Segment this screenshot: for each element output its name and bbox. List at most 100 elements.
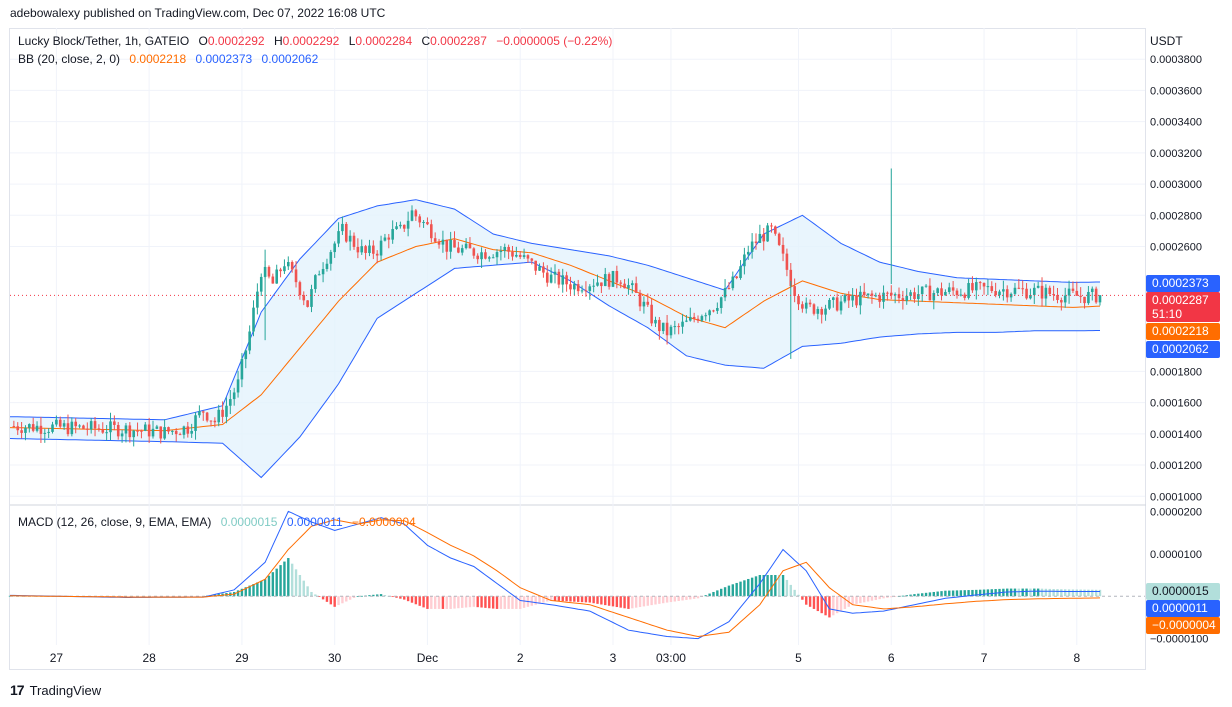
macd-hist-bar	[712, 591, 715, 597]
macd-hist-bar	[808, 596, 812, 607]
macd-hist-bar	[963, 590, 966, 597]
candle-body	[797, 295, 800, 305]
candle-body	[387, 237, 391, 240]
macd-hist-bar	[569, 596, 572, 602]
candle-body	[971, 283, 974, 291]
macd-hist-bar	[418, 596, 421, 606]
change-value: −0.0000005 (−0.22%)	[496, 34, 613, 48]
macd-hist-bar	[986, 589, 990, 597]
candle-body	[843, 295, 847, 302]
macd-hist-bar	[762, 575, 765, 597]
candle-body	[159, 426, 163, 439]
candle-body	[74, 421, 78, 427]
bb-upper-value: 0.0002373	[195, 52, 253, 66]
bar-countdown: 51:10	[1152, 307, 1183, 321]
candle-body	[460, 248, 464, 253]
candle-body	[785, 253, 789, 270]
candle-body	[967, 283, 970, 298]
macd-hist-bar	[488, 596, 491, 609]
macd-hist-bar	[932, 591, 935, 597]
candle-body	[1063, 295, 1067, 303]
macd-hist-bar	[236, 590, 240, 597]
bb-lower-tag: 0.0002062	[1146, 341, 1220, 358]
candle-body	[190, 430, 193, 434]
candle-body	[549, 274, 553, 283]
candle-body	[928, 285, 932, 301]
bb-basis-tag: 0.0002218	[1146, 323, 1220, 340]
macd-hist-bar	[619, 596, 622, 608]
candle-body	[360, 246, 364, 253]
candle-body	[990, 286, 994, 292]
macd-hist-bar	[704, 595, 707, 597]
macd-signal-line	[10, 519, 1101, 638]
macd-hist-bar	[341, 596, 344, 604]
candle-body	[719, 297, 723, 308]
macd-hist-bar	[263, 579, 267, 597]
time-tick-label: 03:00	[656, 651, 686, 665]
candle-body	[495, 252, 499, 258]
candle-body	[975, 282, 978, 291]
candle-body	[310, 289, 313, 307]
candle-body	[256, 291, 259, 308]
price-tick-label: 0.0002800	[1150, 210, 1202, 222]
chart-frame[interactable]	[9, 28, 1146, 670]
macd-hist-bar	[491, 596, 495, 609]
candle-body	[634, 283, 638, 293]
candle-body	[244, 350, 248, 360]
macd-hist-bar	[1091, 589, 1094, 597]
macd-hist-bar	[870, 596, 874, 601]
candle-body	[31, 424, 35, 431]
macd-hist-bar	[283, 561, 286, 597]
candle-body	[619, 282, 623, 284]
candle-body	[341, 223, 344, 232]
candle-body	[859, 291, 862, 306]
macd-hist-bar	[445, 596, 448, 609]
candle-body	[1090, 288, 1094, 292]
macd-hist-bar	[592, 596, 595, 604]
candle-body	[120, 433, 124, 437]
macd-hist-bar	[294, 569, 298, 597]
candle-body	[12, 426, 16, 428]
candle-body	[178, 434, 182, 436]
candle-body	[201, 411, 205, 413]
macd-hist-bar	[472, 596, 476, 607]
candle-body	[286, 262, 290, 267]
macd-hist-bar	[553, 596, 557, 601]
candle-body	[774, 226, 777, 234]
footer-brand[interactable]: 17 TradingView	[10, 682, 101, 698]
time-tick-label: 7	[981, 651, 988, 665]
candle-body	[298, 282, 302, 296]
candle-body	[978, 282, 982, 284]
macd-hist-bar	[924, 592, 928, 597]
candle-body	[986, 286, 990, 288]
candle-body	[433, 238, 437, 242]
candle-body	[603, 274, 607, 287]
candle-body	[685, 320, 688, 322]
candle-body	[329, 252, 333, 264]
candle-body	[163, 427, 166, 439]
macd-hist-bar	[1064, 589, 1067, 597]
candle-body	[140, 430, 143, 432]
price-tick-label: 0.0001800	[1150, 366, 1202, 378]
macd-hist-bar	[1017, 588, 1021, 597]
time-tick-label: 3	[610, 651, 617, 665]
candle-body	[51, 424, 54, 432]
macd-hist-bar	[321, 596, 325, 600]
macd-hist-bar	[538, 596, 541, 604]
macd-hist-bar	[580, 596, 584, 603]
candle-body	[82, 425, 85, 429]
macd-hist-bar	[557, 596, 561, 601]
candle-body	[16, 426, 20, 431]
candle-body	[515, 254, 518, 257]
candle-body	[936, 288, 939, 294]
macd-hist-bar	[835, 596, 839, 614]
macd-hist-bar	[1025, 588, 1028, 597]
candle-body	[754, 241, 758, 243]
candle-body	[194, 415, 197, 431]
candle-body	[414, 210, 418, 217]
candle-body	[464, 243, 468, 249]
macd-hist-bar	[1083, 589, 1086, 597]
candle-body	[364, 246, 367, 253]
macd-hist-bar	[511, 596, 514, 609]
